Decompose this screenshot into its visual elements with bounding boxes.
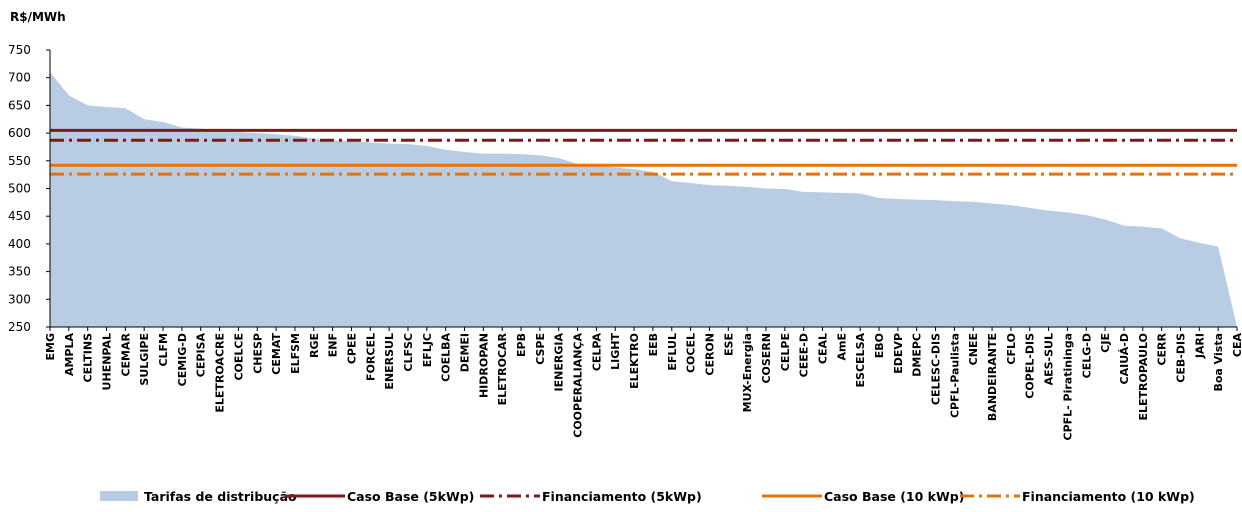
x-tick-label: COSERN (760, 333, 773, 384)
x-tick-label: CPEE (345, 333, 358, 364)
x-tick-label: CELPE (779, 333, 792, 371)
y-tick-label: 500 (8, 182, 31, 196)
legend-label: Caso Base (5kWp) (347, 489, 474, 504)
y-tick-label: 300 (8, 292, 31, 306)
y-tick-label: 250 (8, 320, 31, 334)
x-tick-label: CSPE (534, 333, 547, 365)
x-tick-label: CPFL- Piratininga (1061, 333, 1074, 441)
x-tick-label: SULGIPE (138, 333, 151, 386)
x-tick-label: RGE (308, 333, 321, 358)
y-tick-label: 350 (8, 265, 31, 279)
y-tick-label: 600 (8, 126, 31, 140)
y-tick-label: 700 (8, 71, 31, 85)
x-tick-label: CLFSC (402, 333, 415, 372)
legend-swatch (100, 491, 138, 501)
x-tick-label: LIGHT (609, 333, 622, 370)
x-tick-label: CEPISA (195, 333, 208, 378)
y-tick-label: 750 (8, 43, 31, 57)
x-tick-label: EFLJC (421, 333, 434, 367)
x-tick-label: ESCELSA (854, 333, 867, 388)
legend: Tarifas de distribução Caso Base (5kWp) Fi… (100, 489, 1195, 504)
legend-label: Tarifas de distribução (144, 489, 297, 504)
x-tick-label: CHESP (251, 333, 264, 374)
x-tick-label: Boa Vista (1212, 333, 1225, 392)
x-tick-label: ELETROACRE (214, 333, 227, 413)
x-tick-label: JARI (1193, 333, 1206, 359)
x-tick-label: EDEVP (892, 333, 905, 374)
y-axis: 250 300 350 400 450 500 550 600 650 700 750 (8, 43, 51, 334)
x-tick-label: AMPLA (63, 333, 76, 377)
x-tick-label: ENF (327, 333, 340, 357)
x-tick-label: COOPERALIANÇA (572, 333, 585, 438)
legend-label: Financiamento (10 kWp) (1022, 489, 1195, 504)
x-tick-label: ELFSM (289, 333, 302, 374)
x-tick-label: CELTINS (82, 333, 95, 383)
x-tick-label: CELG-D (1080, 333, 1093, 378)
legend-label: Caso Base (10 kWp) (824, 489, 964, 504)
x-tick-label: EFLUL (666, 333, 679, 371)
x-tick-label: EEB (647, 333, 660, 356)
series-area-tarifas (50, 72, 1237, 327)
x-tick-label: COELCE (232, 333, 245, 381)
x-tick-label: DMEPC (911, 333, 924, 377)
x-tick-label: AES-SUL (1043, 333, 1056, 385)
x-tick-label: CEMIG-D (176, 333, 189, 386)
x-tick-label: DEMEI (459, 333, 472, 372)
x-tick-label: BANDEIRANTE (986, 333, 999, 421)
x-tick-label: ELEKTRO (628, 333, 641, 389)
x-tick-label: CERR (1156, 332, 1169, 365)
x-tick-label: CEAL (816, 333, 829, 364)
x-tick-label: COELBA (440, 333, 453, 382)
x-tick-label: IENERGIA (553, 333, 566, 392)
x-tick-label: CFLO (1005, 333, 1018, 365)
x-tick-label: ELETROPAULO (1137, 333, 1150, 421)
legend-label: Financiamento (5kWp) (542, 489, 702, 504)
x-tick-label: CEA (1231, 333, 1242, 358)
x-tick-label: ENERSUL (383, 333, 396, 390)
x-tick-label: CELPA (590, 333, 603, 372)
x-tick-label: UHENPAL (101, 333, 114, 390)
x-tick-label: EMG (44, 333, 57, 361)
x-tick-label: CELESC-DIS (930, 333, 943, 405)
y-tick-label: 450 (8, 209, 31, 223)
x-tick-label: FORCEL (364, 333, 377, 381)
x-axis: EMG AMPLA CELTINS UHENPAL CEMAR SULGIPE CLFM CE… (44, 326, 1242, 441)
x-tick-label: ELETROCAR (496, 332, 509, 405)
x-tick-label: HIDROPAN (477, 333, 490, 398)
plot-area (50, 72, 1237, 327)
x-tick-label: CLFM (157, 333, 170, 367)
y-tick-label: 400 (8, 237, 31, 251)
x-tick-label: CPFL-Paulista (948, 333, 961, 418)
x-tick-label: CEMAT (270, 333, 283, 375)
x-tick-label: CEB-DIS (1174, 333, 1187, 383)
x-tick-label: CJE (1099, 333, 1112, 353)
x-tick-label: COCEL (685, 333, 698, 373)
x-tick-label: CEMAR (119, 332, 132, 376)
x-tick-label: EBO (873, 333, 886, 358)
x-tick-label: MUX-Energia (741, 333, 754, 412)
x-tick-label: CAIUÁ-D (1118, 333, 1131, 384)
x-tick-label: CEEE-D (798, 333, 811, 377)
x-tick-label: CERON (703, 333, 716, 376)
x-tick-label: AmE (835, 333, 848, 361)
y-tick-label: 650 (8, 98, 31, 112)
x-tick-label: COPEL-DIS (1024, 333, 1037, 399)
y-tick-label: 550 (8, 154, 31, 168)
x-tick-label: CNEE (967, 333, 980, 365)
x-tick-label: ESE (722, 333, 735, 356)
x-tick-label: EPB (515, 333, 528, 357)
y-axis-label: R$/MWh (10, 10, 66, 24)
